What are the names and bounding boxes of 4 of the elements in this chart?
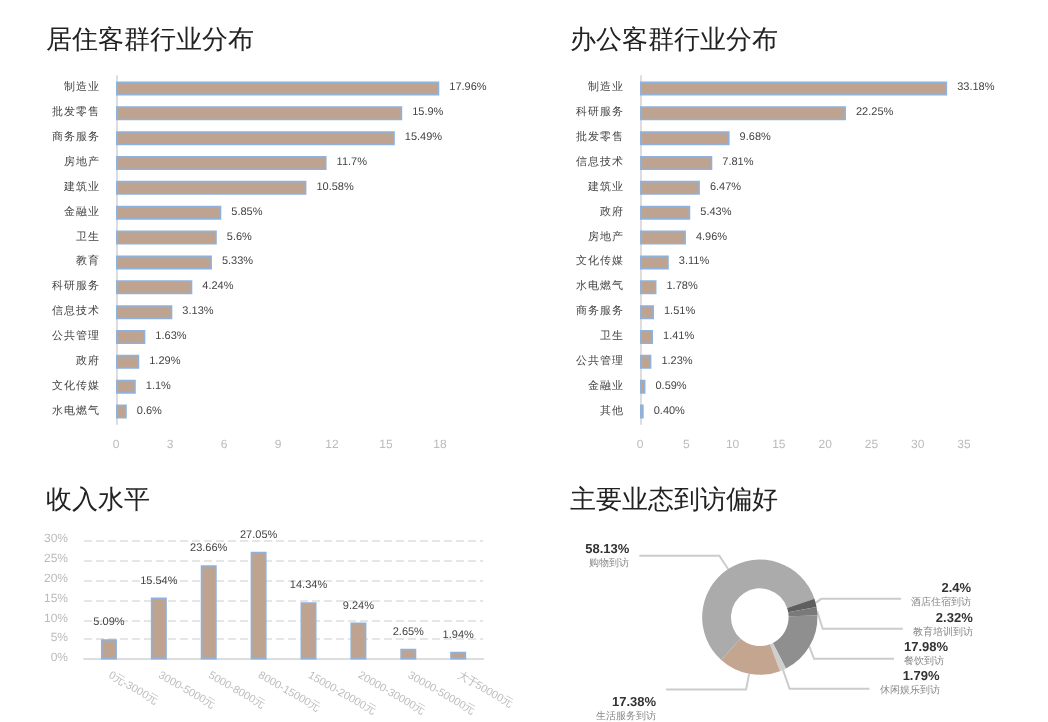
chart-title: 居住客群行业分布: [46, 24, 254, 54]
chart-title: 收入水平: [46, 484, 150, 514]
chart-title: 主要业态到访偏好: [570, 484, 778, 514]
chart-title: 办公客群行业分布: [570, 24, 778, 54]
